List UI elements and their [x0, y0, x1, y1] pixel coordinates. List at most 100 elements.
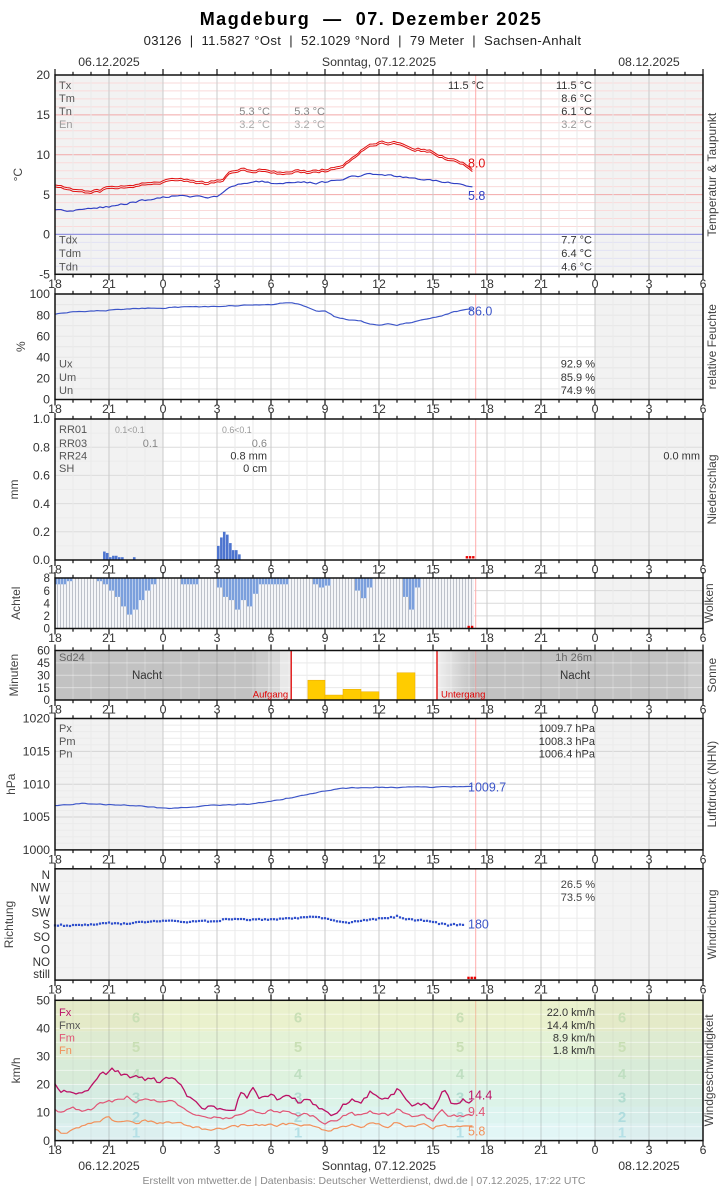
- svg-text:15: 15: [426, 853, 440, 867]
- svg-text:1020: 1020: [23, 712, 51, 726]
- svg-text:0.0: 0.0: [33, 553, 50, 567]
- svg-text:2: 2: [294, 1109, 302, 1126]
- svg-text:180: 180: [468, 918, 489, 932]
- svg-text:15: 15: [426, 703, 440, 717]
- svg-text:6: 6: [700, 1143, 707, 1157]
- svg-text:Aufgang: Aufgang: [253, 690, 288, 701]
- svg-text:9: 9: [322, 277, 329, 291]
- svg-text:Temperatur & Taupunkt: Temperatur & Taupunkt: [705, 112, 719, 237]
- svg-text:9.4: 9.4: [468, 1105, 485, 1119]
- svg-text:Fm: Fm: [59, 1033, 75, 1045]
- svg-text:3: 3: [132, 1090, 140, 1107]
- svg-text:6: 6: [44, 585, 50, 598]
- svg-text:5: 5: [294, 1039, 302, 1056]
- svg-text:85.9 %: 85.9 %: [561, 372, 595, 384]
- svg-text:18: 18: [48, 853, 62, 867]
- svg-text:45: 45: [37, 657, 50, 670]
- svg-text:0.1: 0.1: [143, 438, 158, 450]
- svg-text:3: 3: [214, 983, 221, 997]
- svg-text:0: 0: [44, 623, 50, 636]
- svg-text:3: 3: [646, 402, 653, 416]
- svg-text:9: 9: [322, 563, 329, 577]
- svg-text:1: 1: [618, 1125, 626, 1142]
- svg-text:21: 21: [102, 563, 116, 577]
- svg-text:hPa: hPa: [4, 773, 18, 795]
- svg-text:Un: Un: [59, 385, 73, 397]
- svg-text:80: 80: [36, 308, 50, 322]
- svg-text:18: 18: [48, 563, 62, 577]
- svg-text:12: 12: [372, 1143, 386, 1157]
- svg-text:Windrichtung: Windrichtung: [705, 889, 719, 959]
- svg-text:21: 21: [102, 853, 116, 867]
- svg-text:18: 18: [48, 402, 62, 416]
- svg-text:0.0 mm: 0.0 mm: [663, 450, 700, 462]
- svg-text:mm: mm: [7, 480, 21, 500]
- svg-text:10: 10: [36, 148, 50, 162]
- svg-text:6: 6: [268, 631, 275, 645]
- svg-text:0: 0: [44, 694, 50, 707]
- svg-text:1009.7: 1009.7: [468, 781, 506, 795]
- svg-text:8.0: 8.0: [468, 157, 485, 171]
- svg-text:6: 6: [700, 277, 707, 291]
- svg-text:3: 3: [646, 1143, 653, 1157]
- svg-text:21: 21: [102, 277, 116, 291]
- svg-text:12: 12: [372, 853, 386, 867]
- svg-text:3: 3: [646, 703, 653, 717]
- svg-text:6: 6: [618, 1010, 626, 1027]
- svg-text:2: 2: [456, 1109, 464, 1126]
- svg-text:1000: 1000: [23, 843, 51, 857]
- svg-text:18: 18: [480, 853, 494, 867]
- svg-text:5.8: 5.8: [468, 189, 485, 203]
- svg-text:11.5 °C: 11.5 °C: [448, 80, 484, 92]
- svg-text:3.2 °C: 3.2 °C: [239, 119, 270, 131]
- svg-text:5.8: 5.8: [468, 1124, 485, 1138]
- svg-text:0: 0: [160, 631, 167, 645]
- svg-text:40: 40: [36, 1022, 50, 1036]
- svg-text:20: 20: [36, 1078, 50, 1092]
- svg-text:73.5 %: 73.5 %: [561, 892, 595, 904]
- svg-text:0 cm: 0 cm: [243, 463, 267, 475]
- svg-text:12: 12: [372, 402, 386, 416]
- svg-text:9: 9: [322, 402, 329, 416]
- svg-text:2: 2: [44, 610, 50, 623]
- svg-text:6: 6: [132, 1010, 140, 1027]
- svg-text:1: 1: [456, 1125, 464, 1142]
- svg-text:9: 9: [322, 703, 329, 717]
- svg-text:O: O: [41, 943, 50, 956]
- svg-text:18: 18: [480, 983, 494, 997]
- svg-text:NO: NO: [33, 956, 50, 969]
- svg-text:6: 6: [700, 402, 707, 416]
- svg-text:En: En: [59, 119, 72, 131]
- svg-text:Tm: Tm: [59, 93, 75, 105]
- svg-text:Sonntag, 07.12.2025: Sonntag, 07.12.2025: [322, 55, 436, 69]
- svg-text:km/h: km/h: [9, 1057, 23, 1083]
- svg-text:1.0: 1.0: [33, 412, 50, 426]
- svg-text:60: 60: [36, 329, 50, 343]
- svg-text:22.0 km/h: 22.0 km/h: [547, 1007, 595, 1019]
- svg-text:9: 9: [322, 631, 329, 645]
- svg-text:21: 21: [534, 631, 548, 645]
- svg-text:Fx: Fx: [59, 1007, 72, 1019]
- svg-text:RR03: RR03: [59, 438, 87, 450]
- svg-text:1: 1: [294, 1125, 302, 1142]
- svg-text:1: 1: [132, 1125, 140, 1142]
- svg-text:21: 21: [102, 983, 116, 997]
- svg-text:3: 3: [214, 1143, 221, 1157]
- svg-text:3: 3: [294, 1090, 302, 1107]
- svg-text:6: 6: [700, 563, 707, 577]
- svg-text:8.9 km/h: 8.9 km/h: [553, 1033, 595, 1045]
- svg-text:4: 4: [618, 1066, 627, 1083]
- svg-text:15: 15: [37, 682, 50, 695]
- svg-text:7.7 °C: 7.7 °C: [561, 235, 592, 247]
- svg-text:21: 21: [102, 402, 116, 416]
- svg-text:8.6 °C: 8.6 °C: [561, 93, 592, 105]
- svg-text:3: 3: [646, 983, 653, 997]
- svg-text:15: 15: [426, 1143, 440, 1157]
- svg-text:18: 18: [48, 983, 62, 997]
- svg-text:20: 20: [36, 372, 50, 386]
- svg-text:15: 15: [426, 631, 440, 645]
- svg-text:21: 21: [534, 277, 548, 291]
- svg-text:9: 9: [322, 983, 329, 997]
- svg-text:6: 6: [700, 853, 707, 867]
- svg-text:Luftdruck (NHN): Luftdruck (NHN): [705, 741, 719, 828]
